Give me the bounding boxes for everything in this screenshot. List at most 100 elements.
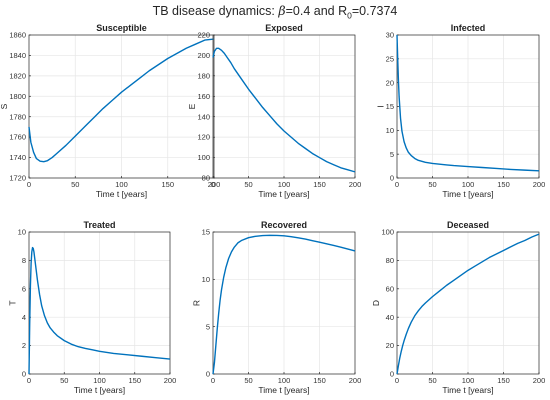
susceptible-ytick-label: 1780 (9, 112, 26, 121)
recovered-ytick-label: 5 (206, 322, 210, 331)
deceased-ytick-label: 80 (386, 256, 394, 265)
exposed-ytick-label: 180 (197, 71, 210, 80)
treated-xtick-label: 100 (93, 376, 106, 385)
infected-xtick-label: 200 (533, 180, 546, 189)
infected-xtick-label: 0 (395, 180, 399, 189)
title-beta-value: =0.4 and R (285, 4, 348, 18)
deceased-xtick-label: 150 (497, 376, 510, 385)
susceptible-xtick-label: 200 (208, 180, 221, 189)
deceased-ytick-label: 60 (386, 284, 394, 293)
recovered-ytick-label: 10 (202, 275, 210, 284)
infected-ytick-label: 30 (386, 31, 394, 40)
exposed-ylabel: E (187, 103, 197, 109)
recovered-xtick-label: 50 (244, 376, 252, 385)
susceptible-xtick-label: 50 (71, 180, 79, 189)
susceptible-ytick-label: 1860 (9, 31, 26, 40)
deceased-ytick-label: 0 (390, 370, 394, 379)
treated-ytick-label: 2 (22, 341, 26, 350)
exposed-series-line (212, 47, 356, 173)
exposed-ytick-label: 100 (197, 153, 210, 162)
susceptible-xlabel: Time t [years] (96, 189, 147, 199)
recovered-xtick-label: 150 (313, 376, 326, 385)
recovered-ytick-label: 15 (202, 228, 210, 237)
treated-xtick-label: 200 (164, 376, 177, 385)
recovered-series-line (212, 234, 356, 375)
deceased-xtick-label: 50 (428, 376, 436, 385)
exposed-xtick-label: 50 (244, 180, 252, 189)
deceased-xtick-label: 0 (395, 376, 399, 385)
susceptible-ytick-label: 1740 (9, 153, 26, 162)
exposed-xtick-label: 0 (211, 180, 215, 189)
treated-ytick-label: 10 (18, 228, 26, 237)
exposed-xtick-label: 150 (313, 180, 326, 189)
treated-ytick-label: 0 (22, 370, 26, 379)
treated-ytick-label: 6 (22, 284, 26, 293)
deceased-xlabel: Time t [years] (442, 385, 493, 395)
title-prefix: TB disease dynamics: (152, 4, 279, 18)
treated-title: Treated (83, 220, 115, 230)
infected-ytick-label: 20 (386, 78, 394, 87)
deceased-title: Deceased (447, 220, 489, 230)
recovered-ytick-label: 0 (206, 370, 210, 379)
treated-xlabel: Time t [years] (74, 385, 125, 395)
susceptible-xtick-label: 150 (161, 180, 174, 189)
figure-title: TB disease dynamics: β=0.4 and R0=0.7374 (0, 3, 550, 21)
exposed-ytick-label: 140 (197, 112, 210, 121)
treated-ytick-label: 4 (22, 313, 26, 322)
infected-series-line (396, 34, 540, 172)
infected-ytick-label: 10 (386, 126, 394, 135)
recovered-xtick-label: 200 (349, 376, 362, 385)
exposed-ytick-label: 120 (197, 133, 210, 142)
susceptible-ytick-label: 1720 (9, 174, 26, 183)
susceptible-title: Susceptible (96, 23, 147, 33)
susceptible-ytick-label: 1760 (9, 133, 26, 142)
exposed-xtick-label: 100 (278, 180, 291, 189)
recovered-ylabel: R (191, 300, 201, 306)
susceptible-xtick-label: 100 (115, 180, 128, 189)
treated-ytick-label: 8 (22, 256, 26, 265)
deceased-ytick-label: 20 (386, 341, 394, 350)
treated-xtick-label: 50 (60, 376, 68, 385)
title-r-subscript: 0 (347, 10, 352, 21)
susceptible-ytick-label: 1800 (9, 92, 26, 101)
deceased-grid (396, 231, 540, 375)
susceptible-ytick-label: 1840 (9, 51, 26, 60)
exposed-xlabel: Time t [years] (258, 189, 309, 199)
susceptible-ylabel: S (0, 103, 9, 109)
recovered-title: Recovered (261, 220, 307, 230)
deceased-xtick-label: 200 (533, 376, 546, 385)
susceptible-xtick-label: 0 (27, 180, 31, 189)
treated-series-line (28, 246, 171, 375)
infected-xtick-label: 150 (497, 180, 510, 189)
recovered-xtick-label: 0 (211, 376, 215, 385)
deceased-ylabel: D (371, 300, 381, 306)
infected-ytick-label: 15 (386, 102, 394, 111)
recovered-xlabel: Time t [years] (258, 385, 309, 395)
infected-xtick-label: 100 (462, 180, 475, 189)
susceptible-series-line (28, 38, 215, 163)
infected-ytick-label: 25 (386, 54, 394, 63)
exposed-ytick-label: 220 (197, 31, 210, 40)
infected-title: Infected (451, 23, 486, 33)
susceptible-ytick-label: 1820 (9, 71, 26, 80)
infected-xlabel: Time t [years] (442, 189, 493, 199)
infected-ytick-label: 5 (390, 150, 394, 159)
infected-ylabel: I (375, 105, 385, 107)
infected-ytick-label: 0 (390, 174, 394, 183)
treated-ylabel: T (7, 300, 17, 305)
treated-xtick-label: 0 (27, 376, 31, 385)
recovered-xtick-label: 100 (278, 376, 291, 385)
exposed-xtick-label: 200 (349, 180, 362, 189)
exposed-ytick-label: 200 (197, 51, 210, 60)
title-beta-symbol: β (278, 3, 286, 18)
title-r-value: =0.7374 (351, 4, 398, 18)
deceased-ytick-label: 100 (381, 228, 394, 237)
deceased-ytick-label: 40 (386, 313, 394, 322)
